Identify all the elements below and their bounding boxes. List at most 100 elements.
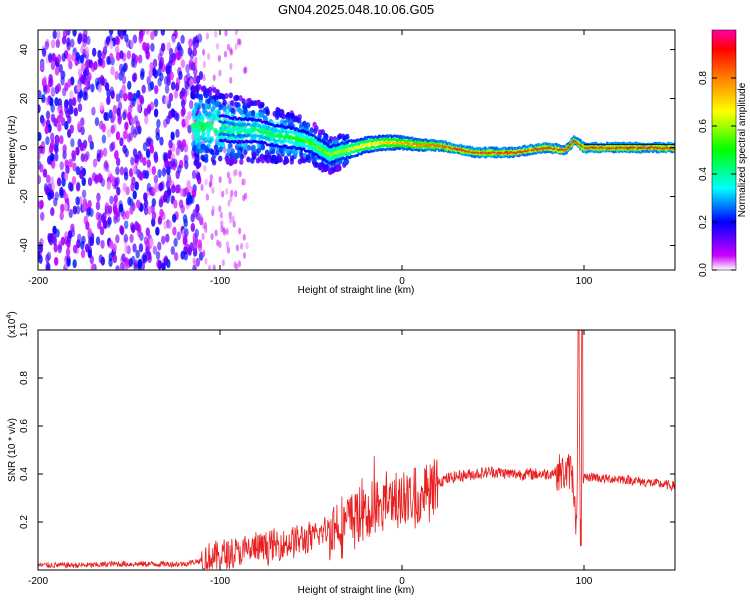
spectrogram-cell bbox=[129, 39, 134, 49]
spectrogram-x-tick-label: -100 bbox=[210, 276, 230, 287]
spectrogram-cell bbox=[56, 54, 62, 64]
spectrogram-cell bbox=[150, 31, 155, 41]
spectrogram-cell bbox=[245, 242, 249, 250]
spectrogram-cell bbox=[64, 99, 69, 109]
spectrogram-cell bbox=[167, 220, 173, 230]
spectrogram-cell bbox=[284, 157, 290, 164]
spectrogram-cell bbox=[132, 73, 137, 83]
spectrogram-cell bbox=[76, 83, 81, 93]
spectrogram-cell bbox=[239, 158, 244, 165]
spectrogram-cell bbox=[223, 50, 228, 58]
spectrogram-cell bbox=[115, 234, 120, 244]
spectrogram-cell bbox=[140, 71, 145, 81]
spectrogram-cell bbox=[210, 98, 215, 105]
spectrogram-cell bbox=[226, 147, 231, 154]
spectrogram-cell bbox=[183, 251, 188, 261]
spectrogram-cell bbox=[80, 249, 86, 259]
spectrogram-cell bbox=[91, 106, 96, 116]
spectrogram-cell bbox=[123, 220, 129, 230]
snr-panel: -200 -100 0 100 0.2 0.4 0.6 0.8 1.0 Height of s… bbox=[6, 311, 676, 596]
spectrogram-cell bbox=[230, 107, 236, 114]
spectrogram-cell bbox=[57, 122, 62, 132]
spectrogram-cell bbox=[45, 253, 50, 263]
spectrogram-cell bbox=[185, 63, 190, 73]
spectrogram-cell bbox=[215, 90, 220, 97]
spectrogram-cell bbox=[112, 254, 118, 264]
spectrogram-cell bbox=[58, 63, 63, 73]
spectrogram-cell bbox=[171, 213, 177, 223]
spectrogram-cell bbox=[146, 182, 152, 192]
spectrogram-cell bbox=[195, 120, 200, 127]
spectrogram-cell bbox=[168, 47, 174, 57]
spectrogram-cell bbox=[60, 236, 66, 246]
spectrogram-cell bbox=[235, 244, 240, 252]
spectrogram-cell bbox=[194, 127, 199, 134]
spectrogram-cell bbox=[61, 35, 67, 45]
spectrogram-cell bbox=[260, 157, 265, 164]
spectrogram-cell bbox=[238, 227, 242, 235]
spectrogram-cell bbox=[265, 108, 270, 115]
spectrogram-cell bbox=[123, 92, 128, 102]
spectrogram-cell bbox=[161, 167, 167, 177]
spectrogram-y-tick-label: -20 bbox=[19, 189, 30, 204]
spectrogram-cell bbox=[121, 84, 126, 94]
spectrogram-cell bbox=[256, 147, 262, 154]
spectrogram-cell bbox=[159, 195, 164, 205]
spectrogram-cell bbox=[141, 254, 146, 264]
spectrogram-cell bbox=[92, 158, 98, 168]
spectrogram-cell bbox=[72, 30, 77, 37]
spectrogram-cell bbox=[212, 87, 217, 94]
spectrogram-cell bbox=[76, 181, 81, 191]
spectrogram-cell bbox=[225, 240, 230, 248]
spectrogram-cell bbox=[72, 162, 77, 172]
snr-scale-suffix: ) bbox=[7, 311, 18, 314]
spectrogram-cell bbox=[142, 156, 147, 166]
spectrogram-cell bbox=[150, 42, 155, 52]
spectrogram-cell bbox=[64, 120, 69, 130]
spectrogram-cell bbox=[197, 32, 201, 40]
spectrogram-cell bbox=[205, 32, 210, 40]
spectrogram-cell bbox=[50, 61, 56, 71]
spectrogram-cell bbox=[166, 166, 171, 176]
spectrogram-cell bbox=[229, 62, 233, 70]
colorbar: 0.0 0.2 0.4 0.6 0.8 Normalized spectral ampl… bbox=[698, 29, 748, 277]
spectrogram-cell bbox=[211, 205, 215, 213]
spectrogram-cell bbox=[67, 53, 72, 63]
spectrogram-cell bbox=[52, 30, 57, 40]
spectrogram-cell bbox=[134, 181, 139, 191]
spectrogram-cell bbox=[127, 104, 133, 114]
spectrogram-cell bbox=[259, 102, 264, 109]
spectrogram-cell bbox=[143, 107, 149, 117]
spectrogram-cell bbox=[179, 187, 185, 197]
spectrogram-cell bbox=[110, 125, 115, 135]
spectrogram-cell bbox=[149, 81, 155, 91]
snr-scale-exponent: 4 bbox=[6, 315, 13, 319]
spectrogram-cell bbox=[84, 78, 89, 88]
spectrogram-cell bbox=[243, 67, 247, 75]
snr-x-tick-label: 100 bbox=[576, 576, 593, 587]
spectrogram-cell bbox=[173, 237, 178, 247]
spectrogram-cell bbox=[215, 42, 220, 50]
spectrogram-cell bbox=[181, 106, 186, 116]
spectrogram-cell bbox=[171, 108, 176, 118]
spectrogram-cell bbox=[129, 205, 134, 215]
spectrogram-cell bbox=[38, 241, 43, 251]
spectrogram-cell bbox=[188, 58, 194, 68]
spectrogram-cell bbox=[110, 141, 116, 151]
spectrogram-cell bbox=[178, 199, 184, 209]
spectrogram-cell bbox=[198, 70, 204, 80]
spectrogram-cell bbox=[233, 261, 237, 269]
spectrogram-cell bbox=[222, 99, 227, 106]
spectrogram-cell bbox=[289, 155, 295, 162]
spectrogram-cell bbox=[83, 30, 88, 38]
spectrogram-cell bbox=[322, 163, 328, 170]
spectrogram-cell bbox=[178, 140, 183, 150]
spectrogram-cell bbox=[98, 57, 103, 67]
spectrogram-cell bbox=[212, 109, 218, 116]
spectrogram-cell bbox=[99, 74, 105, 84]
spectrogram-cell bbox=[75, 196, 80, 206]
spectrogram-cell bbox=[202, 60, 206, 68]
spectrogram-cell bbox=[53, 256, 59, 266]
